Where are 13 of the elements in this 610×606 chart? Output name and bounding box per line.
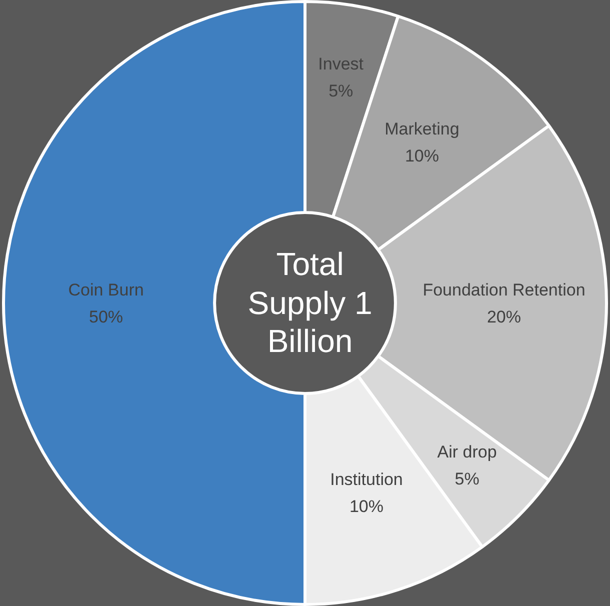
text: Total Supply 1 Billion xyxy=(246,245,374,362)
data-label: 10% xyxy=(404,146,439,166)
slice-label: Invest xyxy=(318,54,364,74)
data-label: 20% xyxy=(486,308,522,327)
data-label: 5% xyxy=(328,81,354,100)
slice-label: Marketing xyxy=(384,120,460,139)
data-label: 50% xyxy=(88,308,124,327)
slice-label: Air drop xyxy=(437,442,497,462)
data-label: 5% xyxy=(454,470,480,489)
slice-label: Foundation Retention xyxy=(422,280,586,300)
slice-label: Institution xyxy=(330,470,403,489)
slice-label: Coin Burn xyxy=(68,280,144,300)
data-label: 10% xyxy=(349,496,384,516)
